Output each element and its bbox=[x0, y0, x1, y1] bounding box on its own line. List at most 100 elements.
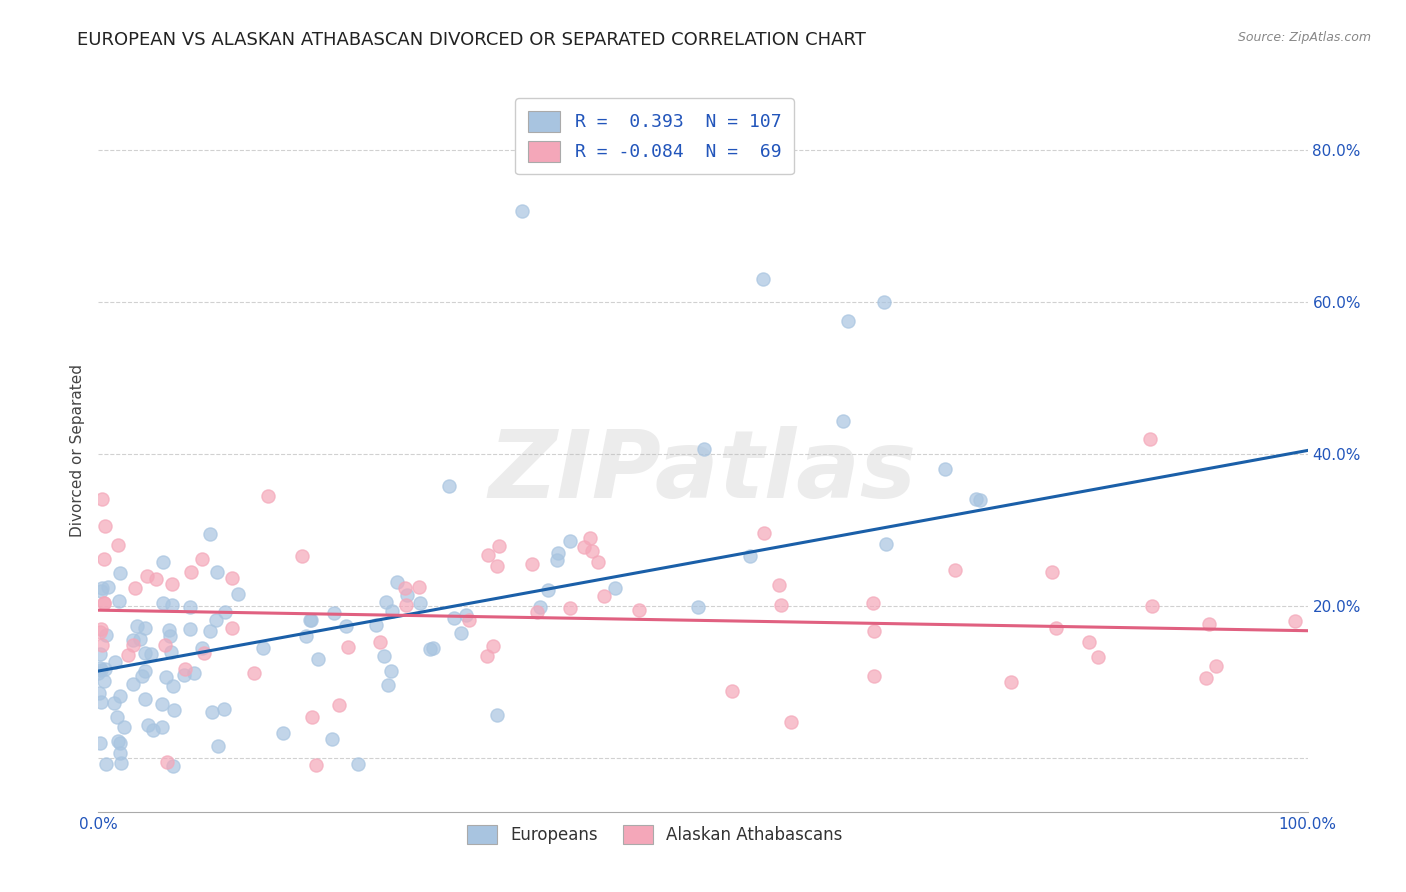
Point bbox=[537, 583, 560, 598]
Point bbox=[409, 596, 432, 610]
Point bbox=[1198, 617, 1220, 632]
Point bbox=[90, 584, 112, 599]
Point bbox=[93, 596, 115, 610]
Point bbox=[87, 686, 110, 700]
Point bbox=[163, 703, 186, 717]
Point bbox=[110, 756, 132, 770]
Point bbox=[1140, 599, 1163, 613]
Point bbox=[117, 648, 139, 662]
Point bbox=[107, 733, 129, 747]
Point bbox=[179, 622, 201, 636]
Point bbox=[124, 581, 146, 595]
Point bbox=[547, 546, 569, 560]
Point bbox=[125, 618, 148, 632]
Point bbox=[443, 611, 465, 625]
Point bbox=[91, 492, 114, 507]
Point bbox=[179, 600, 201, 615]
Point bbox=[1205, 659, 1227, 673]
Point bbox=[257, 490, 280, 504]
Point bbox=[450, 626, 472, 640]
Point bbox=[90, 694, 112, 708]
Point bbox=[173, 667, 195, 681]
Point bbox=[205, 613, 228, 627]
Point bbox=[780, 714, 803, 729]
Point bbox=[107, 538, 129, 552]
Point bbox=[395, 598, 418, 612]
Point bbox=[593, 589, 616, 603]
Point bbox=[688, 600, 710, 615]
Point bbox=[307, 652, 329, 666]
Point bbox=[560, 600, 582, 615]
Point bbox=[152, 555, 174, 569]
Point bbox=[141, 647, 163, 661]
Point bbox=[162, 598, 184, 612]
Point bbox=[89, 624, 111, 639]
Point bbox=[94, 756, 117, 771]
Point bbox=[93, 596, 115, 610]
Point bbox=[740, 549, 762, 564]
Point bbox=[1000, 675, 1022, 690]
Point bbox=[1284, 614, 1306, 628]
Point bbox=[364, 617, 387, 632]
Point bbox=[89, 736, 111, 750]
Point bbox=[190, 552, 212, 566]
Point bbox=[299, 613, 322, 627]
Point bbox=[252, 641, 274, 656]
Point bbox=[183, 666, 205, 681]
Point bbox=[485, 708, 508, 723]
Point bbox=[110, 746, 132, 760]
Point bbox=[693, 442, 716, 456]
Point bbox=[273, 726, 295, 740]
Point bbox=[193, 647, 215, 661]
Point bbox=[422, 641, 444, 656]
Point bbox=[122, 632, 145, 647]
Point bbox=[510, 203, 533, 218]
Point bbox=[1194, 671, 1216, 685]
Point bbox=[152, 721, 174, 735]
Point bbox=[328, 698, 350, 712]
Point bbox=[377, 677, 399, 691]
Point bbox=[520, 557, 543, 571]
Point bbox=[90, 638, 112, 652]
Point bbox=[190, 641, 212, 656]
Point bbox=[581, 544, 603, 558]
Point bbox=[965, 492, 987, 507]
Point bbox=[373, 649, 395, 664]
Point bbox=[837, 314, 859, 328]
Point bbox=[214, 605, 236, 619]
Point bbox=[768, 577, 790, 591]
Point bbox=[335, 619, 357, 633]
Point bbox=[134, 664, 156, 678]
Point bbox=[347, 757, 370, 772]
Point bbox=[488, 539, 510, 553]
Point bbox=[205, 565, 228, 579]
Point bbox=[150, 698, 173, 712]
Point bbox=[337, 640, 360, 655]
Point bbox=[721, 683, 744, 698]
Point bbox=[605, 581, 627, 595]
Point bbox=[304, 757, 326, 772]
Point bbox=[1045, 621, 1067, 635]
Point bbox=[770, 598, 793, 612]
Point bbox=[142, 723, 165, 737]
Point bbox=[110, 566, 132, 581]
Point bbox=[94, 519, 117, 533]
Point bbox=[145, 572, 167, 586]
Point bbox=[89, 660, 111, 674]
Text: Source: ZipAtlas.com: Source: ZipAtlas.com bbox=[1237, 31, 1371, 45]
Point bbox=[157, 623, 180, 637]
Point bbox=[96, 628, 118, 642]
Point bbox=[89, 647, 111, 661]
Point bbox=[160, 576, 183, 591]
Point bbox=[198, 624, 221, 638]
Point bbox=[627, 602, 650, 616]
Point bbox=[134, 622, 156, 636]
Point bbox=[572, 541, 595, 555]
Point bbox=[93, 551, 115, 566]
Point bbox=[221, 571, 243, 585]
Point bbox=[135, 569, 157, 583]
Point bbox=[122, 677, 145, 691]
Point bbox=[90, 663, 112, 677]
Point bbox=[152, 596, 174, 610]
Point bbox=[862, 596, 884, 610]
